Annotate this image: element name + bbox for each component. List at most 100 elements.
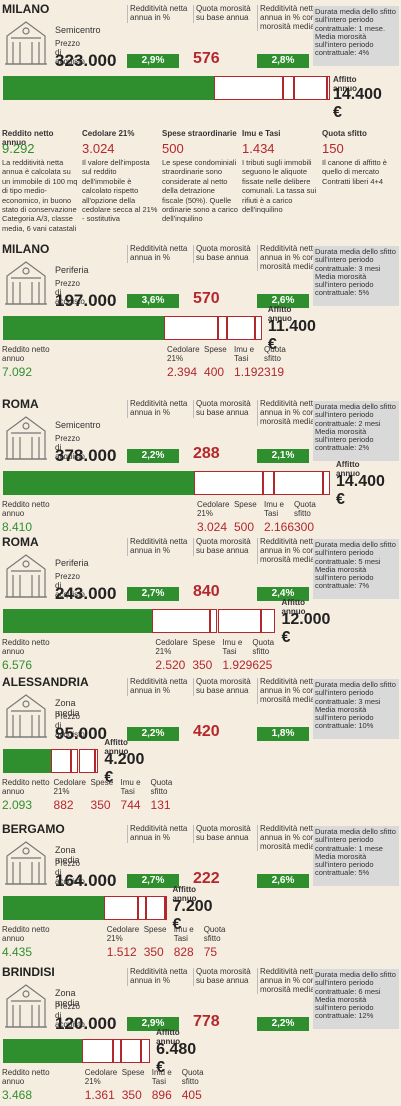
morosita-value: 840 bbox=[193, 583, 220, 600]
city-name: ROMA bbox=[2, 535, 39, 549]
item-value: 1.512 bbox=[106, 945, 137, 959]
item-value: 500 bbox=[233, 520, 254, 534]
box-label: Redditività netta annua in % con morosit… bbox=[257, 4, 320, 32]
price: 197.000 bbox=[55, 291, 117, 310]
bar-cost bbox=[152, 609, 210, 633]
rent-label: Affitto annuo bbox=[156, 1028, 181, 1046]
item-value: 150 bbox=[322, 141, 344, 156]
zone: Zona media bbox=[55, 988, 80, 1008]
rent-value: 14.400 € bbox=[336, 473, 385, 508]
box-label: Redditività netta annua in % bbox=[127, 824, 190, 843]
item-value: 300 bbox=[293, 520, 314, 534]
redditivita-morosita-value: 2,2% bbox=[257, 1017, 309, 1031]
item-label: Imu e Tasi bbox=[234, 345, 255, 363]
redditivita-morosita-value: 2,6% bbox=[257, 294, 309, 308]
box-label: Redditività netta annua in % bbox=[127, 537, 190, 556]
item-label: Imu e Tasi bbox=[222, 638, 243, 656]
rent-value: 4.200 € bbox=[104, 751, 145, 786]
rent-value: 14.400 € bbox=[333, 86, 382, 121]
item-label: Imu e Tasi bbox=[242, 129, 281, 138]
box-label: Quota morosità su base annua bbox=[193, 824, 256, 843]
item-label: Cedolare 21% bbox=[196, 500, 230, 518]
box-label: Redditività netta annua in % bbox=[127, 4, 190, 23]
bar-net-income bbox=[3, 76, 214, 100]
price: 323.000 bbox=[55, 51, 117, 70]
price-label: Prezzo di acquisto bbox=[55, 279, 85, 306]
box-label: Redditività netta annua in % bbox=[127, 399, 190, 418]
item-label: Reddito netto annuo bbox=[2, 925, 50, 943]
item-label: Spese bbox=[143, 925, 167, 934]
bar-net-income bbox=[3, 1039, 82, 1063]
item-label: Imu e Tasi bbox=[263, 500, 284, 518]
bar-cost bbox=[78, 749, 96, 773]
building-icon bbox=[3, 258, 49, 311]
building bbox=[5, 261, 47, 305]
item-label: Quota sfitto bbox=[203, 925, 226, 943]
item-value: 2.520 bbox=[155, 658, 186, 672]
item-value: 3.024 bbox=[196, 520, 227, 534]
redditivita-value: 2,2% bbox=[127, 449, 179, 463]
box-label: Redditività netta annua in % con morosit… bbox=[257, 537, 320, 565]
box-label: Redditività netta annua in % bbox=[127, 967, 190, 986]
city-name: BRINDISI bbox=[2, 965, 55, 979]
redditivita-value: 2,9% bbox=[127, 1017, 179, 1031]
bar-cost bbox=[214, 76, 283, 100]
note-box: Durata media dello sfitto sull'intero pe… bbox=[313, 826, 399, 886]
morosita-value: 288 bbox=[193, 445, 220, 462]
rent-value: 6.480 € bbox=[156, 1041, 197, 1076]
item-label: Quota sfitto bbox=[252, 638, 275, 656]
bar-cost bbox=[262, 471, 274, 495]
item-value: 8.410 bbox=[2, 520, 33, 534]
item-label: Cedolare 21% bbox=[106, 925, 140, 943]
bar-cost bbox=[164, 896, 167, 920]
redditivita-value: 2,7% bbox=[127, 587, 179, 601]
morosita-value: 778 bbox=[193, 1013, 220, 1030]
city-name: MILANO bbox=[2, 2, 50, 16]
item-label: Reddito netto annuo bbox=[2, 1068, 50, 1086]
item-value: 400 bbox=[204, 365, 225, 379]
item-value: 828 bbox=[173, 945, 194, 959]
bar-net-income bbox=[3, 316, 165, 340]
item-value: 882 bbox=[53, 798, 74, 812]
zone: Periferia bbox=[55, 265, 89, 275]
note-box: Durata media dello sfitto sull'intero pe… bbox=[313, 679, 399, 739]
note-box: Durata media dello sfitto sull'intero pe… bbox=[313, 401, 399, 461]
bar-cost bbox=[140, 1039, 151, 1063]
bar-cost bbox=[112, 1039, 121, 1063]
price-label: Prezzo di acquisto bbox=[55, 434, 85, 461]
item-value: 75 bbox=[203, 945, 218, 959]
redditivita-morosita-value: 1,8% bbox=[257, 727, 309, 741]
box-label: Quota morosità su base annua bbox=[193, 537, 256, 556]
item-label: Cedolare 21% bbox=[53, 778, 86, 796]
item-label: Spese bbox=[90, 778, 114, 787]
item-value: 2.166 bbox=[263, 520, 294, 534]
price-label: Prezzo di acquisto bbox=[55, 712, 85, 739]
item-label: Spese bbox=[204, 345, 227, 354]
item-label: Reddito netto annuo bbox=[2, 638, 50, 656]
building-icon bbox=[3, 413, 49, 466]
bar-cost bbox=[274, 471, 324, 495]
building-icon bbox=[3, 838, 49, 891]
redditivita-morosita-value: 2,8% bbox=[257, 54, 309, 68]
item-value: 405 bbox=[181, 1088, 202, 1102]
price: 243.000 bbox=[55, 584, 117, 603]
bar-cost bbox=[254, 316, 262, 340]
item-label: Reddito netto annuo bbox=[2, 345, 50, 363]
item-label: Spese straordinarie bbox=[162, 129, 237, 138]
bar-net-income bbox=[3, 896, 104, 920]
note-box: Durata media dello sfitto sull'intero pe… bbox=[313, 6, 399, 66]
price: 378.000 bbox=[55, 446, 117, 465]
redditivita-morosita-value: 2,1% bbox=[257, 449, 309, 463]
box-label: Redditività netta annua in % con morosit… bbox=[257, 824, 320, 852]
item-label: Quota sfitto bbox=[150, 778, 173, 796]
bar-cost bbox=[193, 471, 263, 495]
building bbox=[5, 694, 47, 738]
bar-cost bbox=[218, 316, 228, 340]
bar-cost bbox=[323, 471, 330, 495]
bar-cost bbox=[145, 896, 165, 920]
item-value: 350 bbox=[90, 798, 111, 812]
zone: Semicentro bbox=[55, 25, 101, 35]
rent-label: Affitto annuo bbox=[281, 598, 306, 616]
item-value: 131 bbox=[150, 798, 171, 812]
item-value: 3.468 bbox=[2, 1088, 33, 1102]
